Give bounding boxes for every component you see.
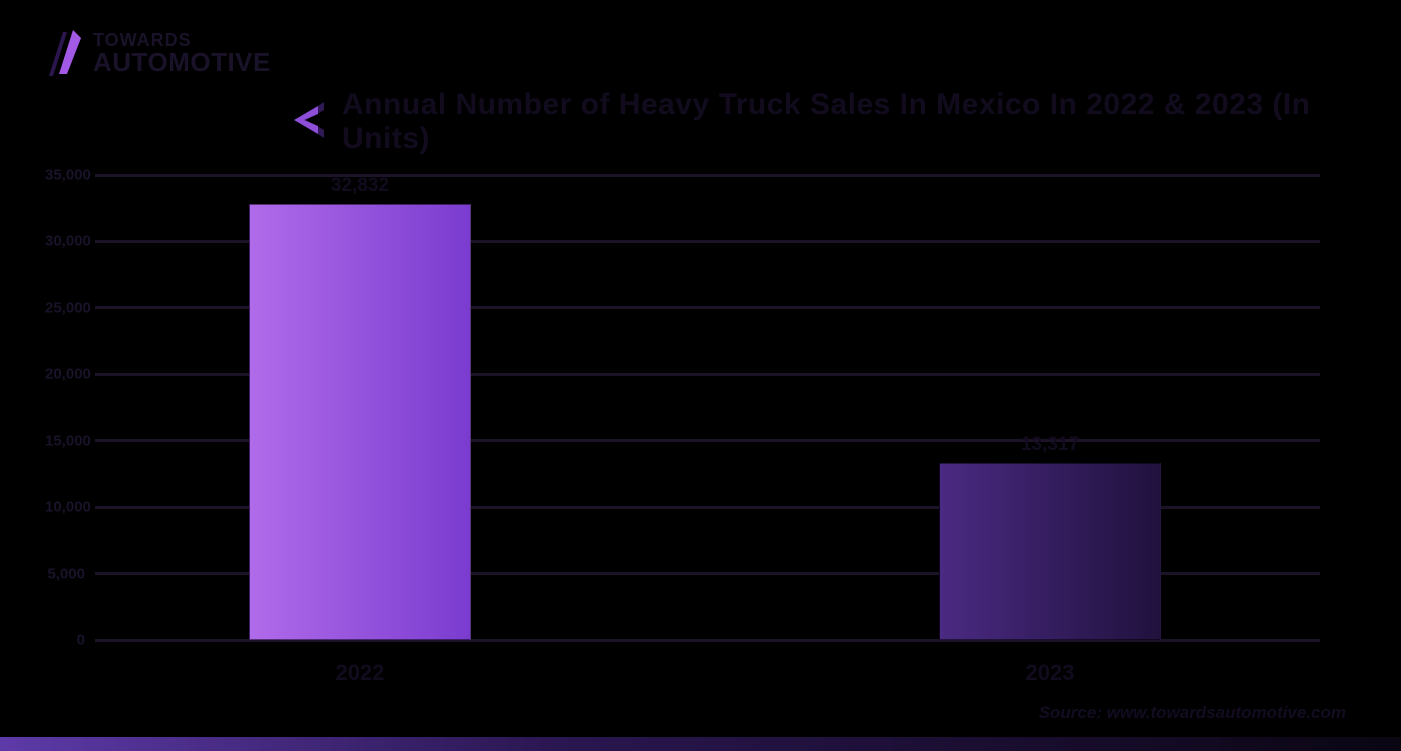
y-axis-tick: 0 — [45, 632, 85, 649]
y-axis-tick: 20,000 — [45, 366, 85, 383]
bar-chart: 05,00010,00015,00020,00025,00030,00035,0… — [95, 175, 1320, 640]
bar: 13,317 — [939, 463, 1161, 640]
title-arrow-icon — [290, 100, 324, 145]
bar-value-label: 32,832 — [250, 175, 470, 197]
bar: 32,832 — [249, 204, 471, 640]
chart-title-row: Annual Number of Heavy Truck Sales In Me… — [290, 88, 1361, 156]
y-axis-tick: 35,000 — [45, 167, 85, 184]
bottom-gradient-strip — [0, 737, 1401, 751]
y-axis-tick: 10,000 — [45, 499, 85, 516]
y-axis-tick: 15,000 — [45, 432, 85, 449]
y-axis-tick: 30,000 — [45, 233, 85, 250]
x-axis-tick: 2023 — [939, 660, 1161, 686]
brand-logo: TOWARDS AUTOMOTIVE — [45, 28, 271, 78]
y-axis-tick: 25,000 — [45, 299, 85, 316]
plot-area: 05,00010,00015,00020,00025,00030,00035,0… — [95, 175, 1320, 640]
chart-title: Annual Number of Heavy Truck Sales In Me… — [342, 88, 1361, 156]
y-axis-tick: 5,000 — [45, 565, 85, 582]
x-axis-tick: 2022 — [249, 660, 471, 686]
logo-text: TOWARDS AUTOMOTIVE — [93, 31, 271, 75]
logo-mark-icon — [45, 28, 85, 78]
source-attribution: Source: www.towardsautomotive.com — [1039, 703, 1346, 723]
logo-line2: AUTOMOTIVE — [93, 49, 271, 75]
bar-value-label: 13,317 — [940, 434, 1160, 456]
